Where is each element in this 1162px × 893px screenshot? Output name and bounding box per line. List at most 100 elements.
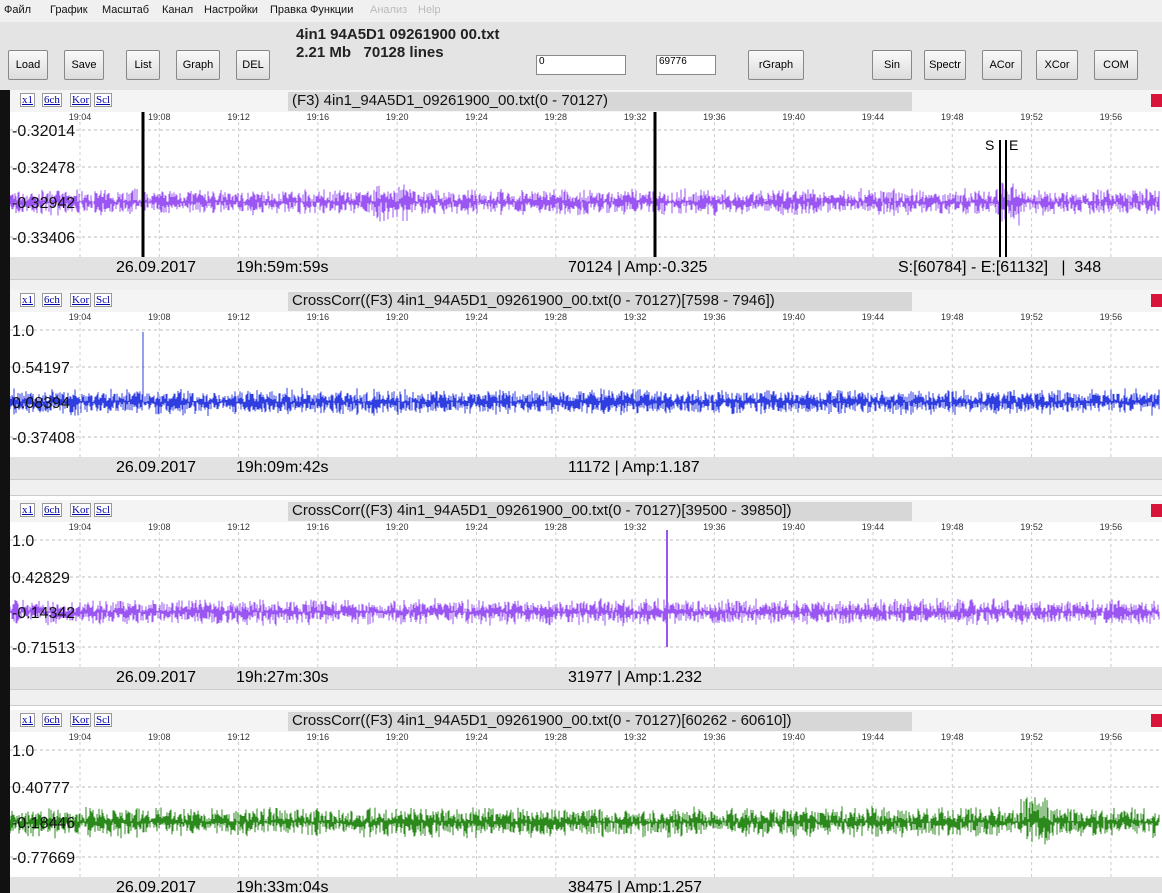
time-tick-label: 19:52 xyxy=(1020,732,1043,742)
waveform xyxy=(10,182,1160,226)
button[interactable]: rGraph xyxy=(748,50,804,80)
tab[interactable]: x1 xyxy=(20,713,35,727)
menu-item[interactable]: Функции xyxy=(310,4,354,16)
y-label: 0.42829 xyxy=(12,570,70,587)
time-tick-label: 19:16 xyxy=(307,112,330,122)
y-label: -0.32014 xyxy=(12,123,75,140)
y-label: 0.40777 xyxy=(12,780,70,797)
status-date: 26.09.2017 xyxy=(116,669,197,686)
status-date: 26.09.2017 xyxy=(116,459,197,476)
time-tick-label: 19:56 xyxy=(1100,312,1123,322)
time-tick-label: 19:12 xyxy=(227,312,250,322)
menu-item[interactable]: Анализ xyxy=(370,4,408,16)
tab[interactable]: x1 xyxy=(20,293,35,307)
button[interactable]: List xyxy=(126,50,160,80)
tab[interactable]: Scl xyxy=(94,713,113,727)
menu-item[interactable]: Файл xyxy=(4,4,32,16)
left-border xyxy=(0,90,10,893)
tab[interactable]: Kor xyxy=(70,93,92,107)
tab[interactable]: Kor xyxy=(70,713,92,727)
tab[interactable]: Scl xyxy=(94,93,113,107)
menu-item[interactable]: Канал xyxy=(162,4,194,16)
status-time: 19h:09m:42s xyxy=(236,459,329,476)
time-tick-label: 19:56 xyxy=(1100,522,1123,532)
time-tick-label: 19:04 xyxy=(69,732,92,742)
scrollbar[interactable] xyxy=(10,689,1162,706)
time-tick-label: 19:04 xyxy=(69,112,92,122)
time-tick-label: 19:16 xyxy=(307,522,330,532)
tab[interactable]: Scl xyxy=(94,293,113,307)
time-tick-label: 19:40 xyxy=(782,312,805,322)
time-tick-label: 19:48 xyxy=(941,522,964,532)
time-tick-label: 19:36 xyxy=(703,522,726,532)
time-tick-label: 19:24 xyxy=(465,522,488,532)
status-date: 26.09.2017 xyxy=(116,259,197,276)
input-start[interactable]: 0 xyxy=(536,55,626,75)
close-marker[interactable] xyxy=(1151,94,1162,107)
button[interactable]: Graph xyxy=(176,50,220,80)
y-label: -0.32478 xyxy=(12,160,75,177)
waveform xyxy=(10,598,1160,627)
menu-item[interactable]: Правка xyxy=(270,4,308,16)
panel-title: CrossCorr((F3) 4in1_94A5D1_09261900_00.t… xyxy=(288,502,912,521)
button[interactable]: Spectr xyxy=(924,50,966,80)
tab[interactable]: 6ch xyxy=(42,93,62,107)
tab[interactable]: x1 xyxy=(20,503,35,517)
status-cursor: 38475 | Amp:1.257 xyxy=(568,879,703,893)
tab[interactable]: 6ch xyxy=(42,713,62,727)
status-cursor: 11172 | Amp:1.187 xyxy=(568,459,700,476)
status-time: 19h:33m:04s xyxy=(236,879,329,893)
tab[interactable]: Kor xyxy=(70,293,92,307)
tab[interactable]: Kor xyxy=(70,503,92,517)
panel-title: CrossCorr((F3) 4in1_94A5D1_09261900_00.t… xyxy=(288,712,912,731)
panel-title: (F3) 4in1_94A5D1_09261900_00.txt(0 - 701… xyxy=(288,92,912,111)
button[interactable]: DEL xyxy=(236,50,270,80)
tab[interactable]: 6ch xyxy=(42,293,62,307)
button[interactable]: Save xyxy=(64,50,104,80)
time-tick-label: 19:40 xyxy=(782,112,805,122)
time-tick-label: 19:32 xyxy=(624,112,647,122)
time-tick-label: 19:40 xyxy=(782,522,805,532)
time-tick-label: 19:08 xyxy=(148,112,171,122)
y-label: 1.0 xyxy=(12,323,34,340)
time-tick-label: 19:24 xyxy=(465,732,488,742)
status-time: 19h:27m:30s xyxy=(236,669,329,686)
input-end[interactable]: 69776 xyxy=(656,55,716,75)
marker-label: E xyxy=(1009,137,1018,153)
status-bar xyxy=(10,877,1162,893)
status-cursor: 70124 | Amp:-0.325 xyxy=(568,259,708,276)
waveform xyxy=(10,387,1160,417)
close-marker[interactable] xyxy=(1151,714,1162,727)
close-marker[interactable] xyxy=(1151,294,1162,307)
y-label: -0.77669 xyxy=(12,850,75,867)
button[interactable]: Load xyxy=(8,50,48,80)
y-label: 0.54197 xyxy=(12,360,70,377)
close-marker[interactable] xyxy=(1151,504,1162,517)
status-cursor: 31977 | Amp:1.232 xyxy=(568,669,703,686)
plot: 19:04 19:08 19:12 19:16 19:20 19:24 19:28 19:32… xyxy=(10,312,1162,457)
tab[interactable]: 6ch xyxy=(42,503,62,517)
tab[interactable]: Scl xyxy=(94,503,113,517)
button[interactable]: XCor xyxy=(1036,50,1078,80)
time-tick-label: 19:36 xyxy=(703,312,726,322)
y-label: -0.32942 xyxy=(12,195,75,212)
y-label: 1.0 xyxy=(12,533,34,550)
scrollbar[interactable] xyxy=(10,479,1162,496)
time-tick-label: 19:28 xyxy=(545,522,568,532)
button[interactable]: ACor xyxy=(982,50,1022,80)
file-name: 4in1 94A5D1 09261900 00.txt xyxy=(296,26,500,43)
time-tick-label: 19:20 xyxy=(386,732,409,742)
menu-item[interactable]: Масштаб xyxy=(102,4,150,16)
time-tick-label: 19:32 xyxy=(624,312,647,322)
button[interactable]: Sin xyxy=(872,50,912,80)
time-tick-label: 19:48 xyxy=(941,312,964,322)
tab[interactable]: x1 xyxy=(20,93,35,107)
menu-item[interactable]: Настройки xyxy=(204,4,258,16)
button[interactable]: COM xyxy=(1094,50,1138,80)
menu-item[interactable]: Help xyxy=(418,4,441,16)
menu-item[interactable]: График xyxy=(50,4,88,16)
time-tick-label: 19:08 xyxy=(148,522,171,532)
time-tick-label: 19:28 xyxy=(545,112,568,122)
time-tick-label: 19:20 xyxy=(386,312,409,322)
